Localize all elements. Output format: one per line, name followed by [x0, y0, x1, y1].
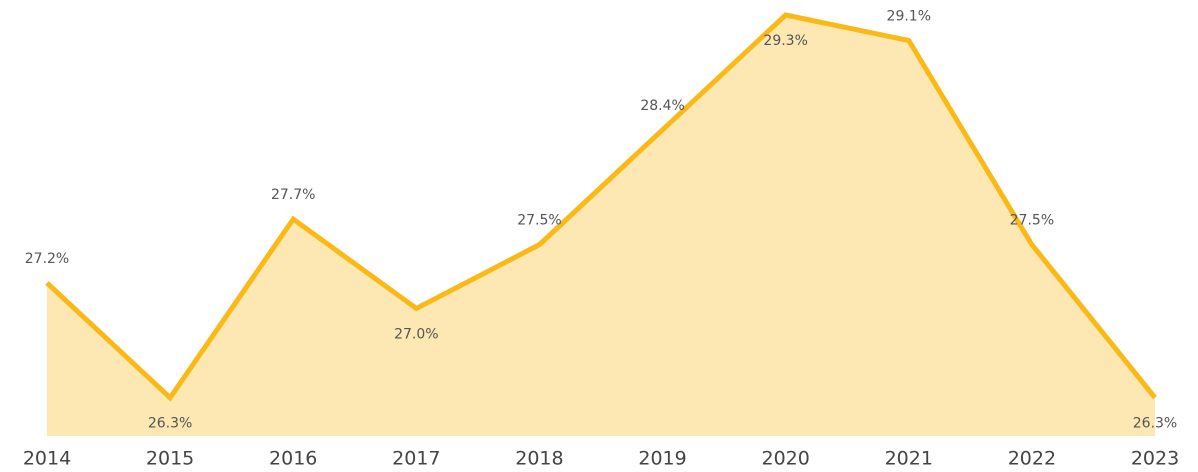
area	[47, 15, 1155, 436]
x-tick-label: 2022	[1008, 448, 1056, 470]
x-tick-label: 2019	[638, 448, 686, 470]
data-label: 27.0%	[394, 326, 438, 342]
data-label: 29.3%	[763, 33, 807, 49]
x-tick-label: 2018	[515, 448, 563, 470]
x-tick-label: 2015	[146, 448, 194, 470]
data-label: 26.3%	[1133, 416, 1177, 432]
data-label: 28.4%	[640, 98, 684, 114]
data-label: 27.2%	[25, 251, 69, 267]
x-tick-label: 2021	[885, 448, 933, 470]
x-tick-label: 2016	[269, 448, 317, 470]
x-tick-label: 2020	[761, 448, 809, 470]
x-tick-label: 2014	[23, 448, 71, 470]
data-label: 27.5%	[1010, 213, 1054, 229]
data-label: 27.5%	[517, 213, 561, 229]
x-tick-label: 2017	[392, 448, 440, 470]
x-tick-label: 2023	[1131, 448, 1179, 470]
data-label: 29.1%	[887, 9, 931, 25]
line	[45, 12, 1157, 402]
data-label: 26.3%	[148, 416, 192, 432]
data-label: 27.7%	[271, 187, 315, 203]
